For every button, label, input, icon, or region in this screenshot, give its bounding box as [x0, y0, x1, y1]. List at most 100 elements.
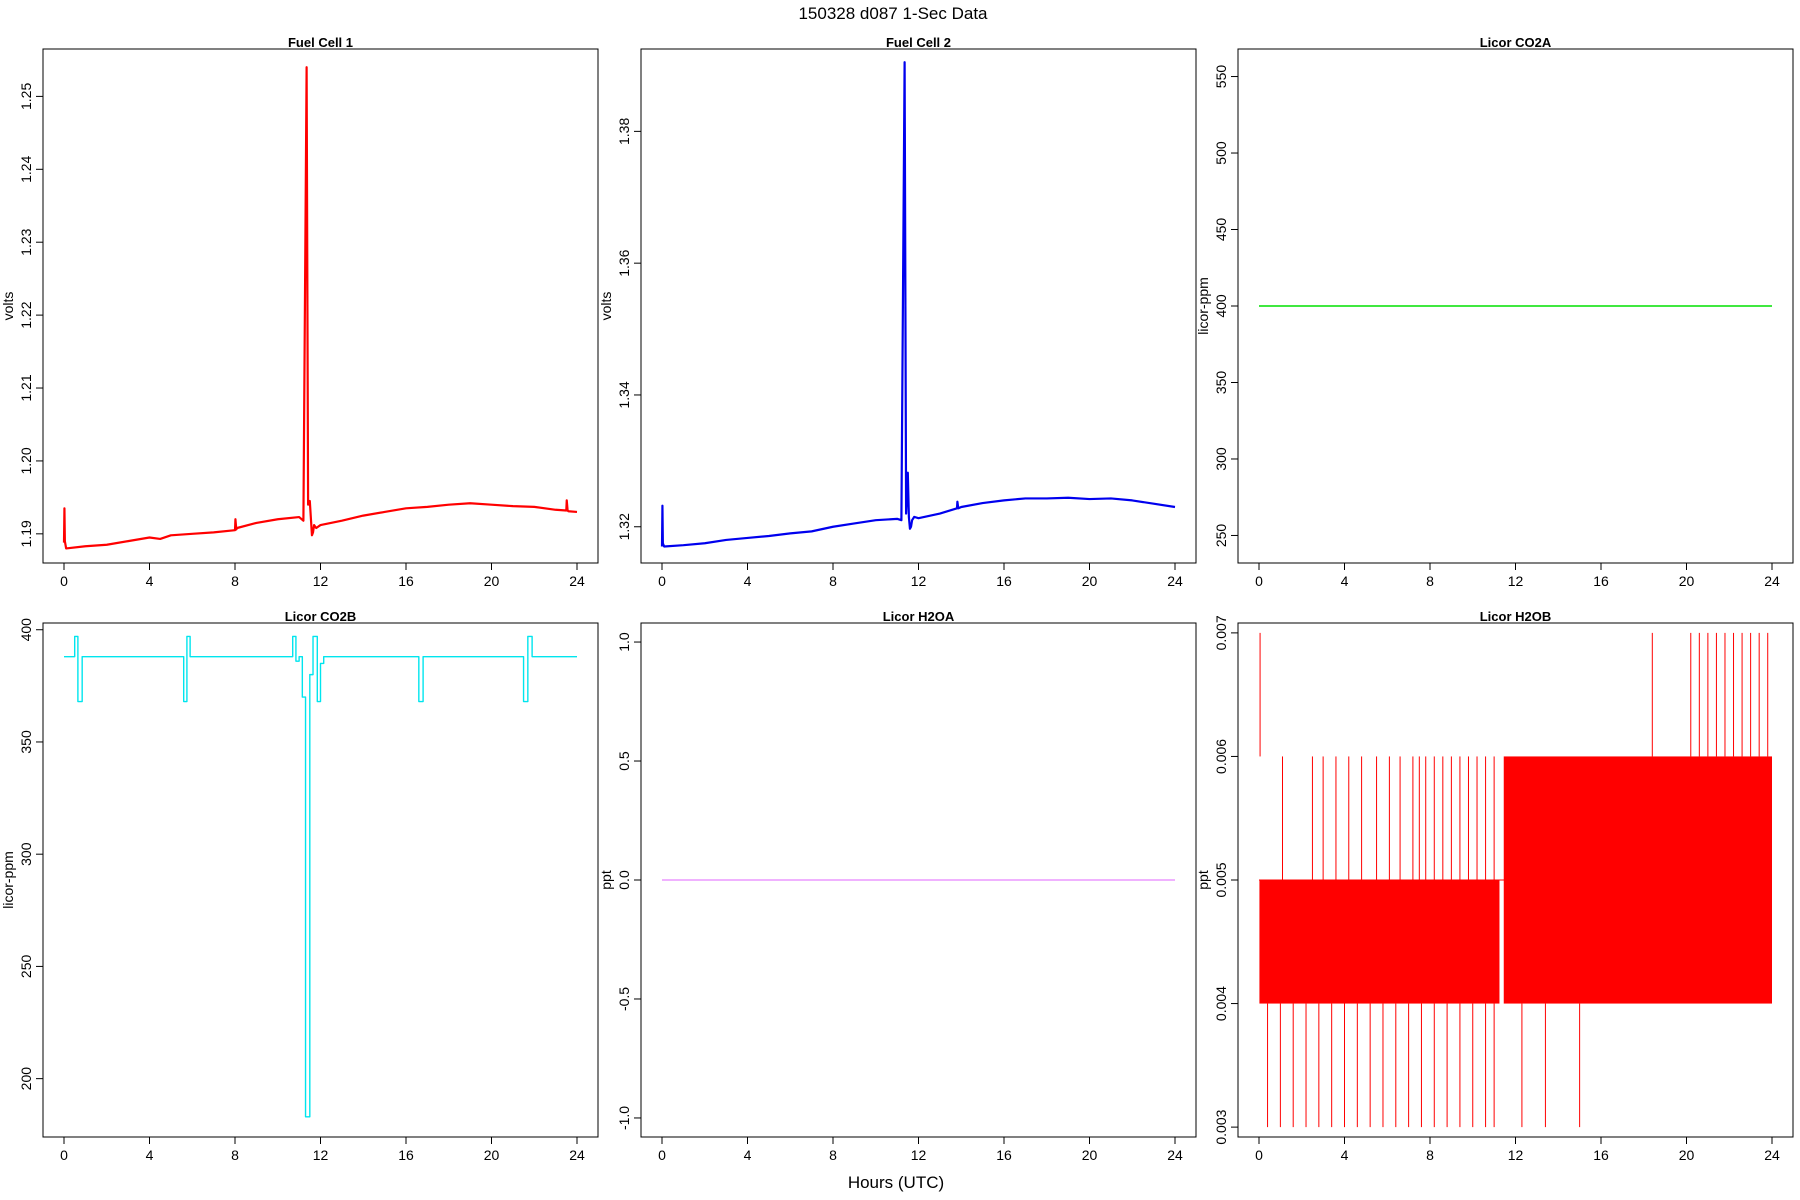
x-tick-label: 20: [1082, 1147, 1098, 1163]
y-tick-label: 1.25: [18, 83, 34, 110]
y-axis-label: volts: [598, 292, 614, 321]
x-tick-label: 4: [744, 1147, 752, 1163]
x-tick-label: 16: [398, 573, 414, 589]
x-tick-label: 0: [658, 573, 666, 589]
x-tick-label: 12: [313, 573, 329, 589]
x-tick-label: 24: [1167, 1147, 1183, 1163]
y-axis-label: ppt: [598, 870, 614, 890]
y-tick-label: 1.20: [18, 447, 34, 474]
y-tick-label: 1.19: [18, 520, 34, 547]
x-tick-label: 24: [569, 1147, 585, 1163]
noise-band: [1503, 756, 1772, 880]
panel-title: Licor CO2A: [1480, 35, 1552, 50]
noise-band: [1503, 880, 1772, 1004]
x-tick-label: 16: [398, 1147, 414, 1163]
x-tick-label: 16: [996, 573, 1012, 589]
y-tick-label: 250: [1213, 524, 1229, 548]
x-tick-label: 16: [1593, 1147, 1609, 1163]
common-x-axis-label: Hours (UTC): [848, 1173, 944, 1192]
noise-band: [1259, 880, 1500, 1004]
x-tick-label: 24: [1167, 573, 1183, 589]
x-tick-label: 4: [146, 1147, 154, 1163]
y-tick-label: 1.24: [18, 155, 34, 182]
y-tick-label: 450: [1213, 218, 1229, 242]
y-tick-label: 1.23: [18, 228, 34, 255]
y-tick-label: 0.5: [616, 751, 632, 771]
x-tick-label: 20: [1082, 573, 1098, 589]
y-tick-label: 0.007: [1213, 615, 1229, 650]
x-tick-label: 8: [829, 573, 837, 589]
panel-1: Fuel Cell 1 volts 0 4 8 12 16 20 24 1.19 1.20 1.21 1…: [0, 35, 599, 589]
y-tick-label: 350: [1213, 371, 1229, 395]
series-line: [62, 66, 578, 550]
x-tick-label: 24: [569, 573, 585, 589]
y-axis-label: volts: [0, 292, 16, 321]
y-axis-label: licor-ppm: [0, 851, 16, 909]
panel-3: Licor CO2A licor-ppm 0 4 8 12 16 20 24 250 300 350 4…: [1195, 35, 1794, 589]
x-tick-label: 0: [60, 573, 68, 589]
y-tick-label: 1.38: [616, 118, 632, 145]
y-tick-label: 0.004: [1213, 986, 1229, 1021]
y-tick-label: 1.21: [18, 374, 34, 401]
x-tick-label: 12: [313, 1147, 329, 1163]
y-tick-label: 300: [1213, 447, 1229, 471]
x-tick-label: 0: [658, 1147, 666, 1163]
x-tick-label: 0: [60, 1147, 68, 1163]
y-tick-label: 0.005: [1213, 862, 1229, 897]
x-tick-label: 20: [1679, 573, 1695, 589]
x-tick-label: 12: [911, 1147, 927, 1163]
panels: Fuel Cell 1 volts 0 4 8 12 16 20 24 1.19 1.20 1.21 1…: [0, 35, 1794, 1163]
y-tick-label: 400: [1213, 294, 1229, 318]
x-tick-label: 0: [1255, 573, 1263, 589]
y-tick-label: 1.22: [18, 301, 34, 328]
x-tick-label: 24: [1764, 573, 1780, 589]
y-axis-label: licor-ppm: [1195, 277, 1211, 335]
x-tick-label: 0: [1255, 1147, 1263, 1163]
data-layer: [1259, 632, 1772, 1128]
y-axis-label: ppt: [1195, 870, 1211, 890]
y-tick-label: -0.5: [616, 987, 632, 1011]
panel-5: Licor H2OA ppt 0 4 8 12 16 20 24 -1.0 -0.5 0.0 0.5 1.…: [598, 609, 1197, 1163]
y-tick-label: 500: [1213, 141, 1229, 165]
x-tick-label: 8: [231, 1147, 239, 1163]
x-tick-label: 8: [1426, 573, 1434, 589]
x-tick-label: 20: [484, 1147, 500, 1163]
x-tick-label: 4: [1341, 1147, 1349, 1163]
x-tick-label: 12: [1508, 1147, 1524, 1163]
y-tick-label: 550: [1213, 65, 1229, 89]
x-tick-label: 12: [1508, 573, 1524, 589]
y-tick-label: 0.003: [1213, 1109, 1229, 1144]
plot-frame: [42, 48, 599, 564]
x-tick-label: 8: [1426, 1147, 1434, 1163]
x-tick-label: 20: [1679, 1147, 1695, 1163]
y-tick-label: 0.0: [616, 870, 632, 890]
series-line: [64, 635, 577, 1118]
y-tick-label: 250: [18, 955, 34, 979]
plot-frame: [640, 48, 1197, 564]
y-tick-label: -1.0: [616, 1106, 632, 1130]
data-layer: [660, 61, 1176, 548]
series-line: [660, 61, 1176, 548]
y-tick-label: 1.34: [616, 381, 632, 408]
data-layer: [64, 635, 577, 1118]
x-tick-label: 8: [829, 1147, 837, 1163]
figure-title: 150328 d087 1-Sec Data: [798, 4, 988, 23]
x-tick-label: 4: [146, 573, 154, 589]
y-tick-label: 400: [18, 618, 34, 642]
y-tick-label: 1.0: [616, 632, 632, 652]
x-tick-label: 12: [911, 573, 927, 589]
panel-title: Licor H2OB: [1480, 609, 1552, 624]
y-tick-label: 200: [18, 1067, 34, 1091]
data-layer: [62, 66, 578, 550]
x-tick-label: 20: [484, 573, 500, 589]
x-tick-label: 16: [996, 1147, 1012, 1163]
y-tick-label: 1.36: [616, 249, 632, 276]
panel-title: Licor H2OA: [883, 609, 955, 624]
panel-title: Licor CO2B: [285, 609, 357, 624]
panel-title: Fuel Cell 1: [288, 35, 353, 50]
panel-title: Fuel Cell 2: [886, 35, 951, 50]
y-tick-label: 1.32: [616, 513, 632, 540]
x-tick-label: 4: [744, 573, 752, 589]
y-tick-label: 300: [18, 842, 34, 866]
